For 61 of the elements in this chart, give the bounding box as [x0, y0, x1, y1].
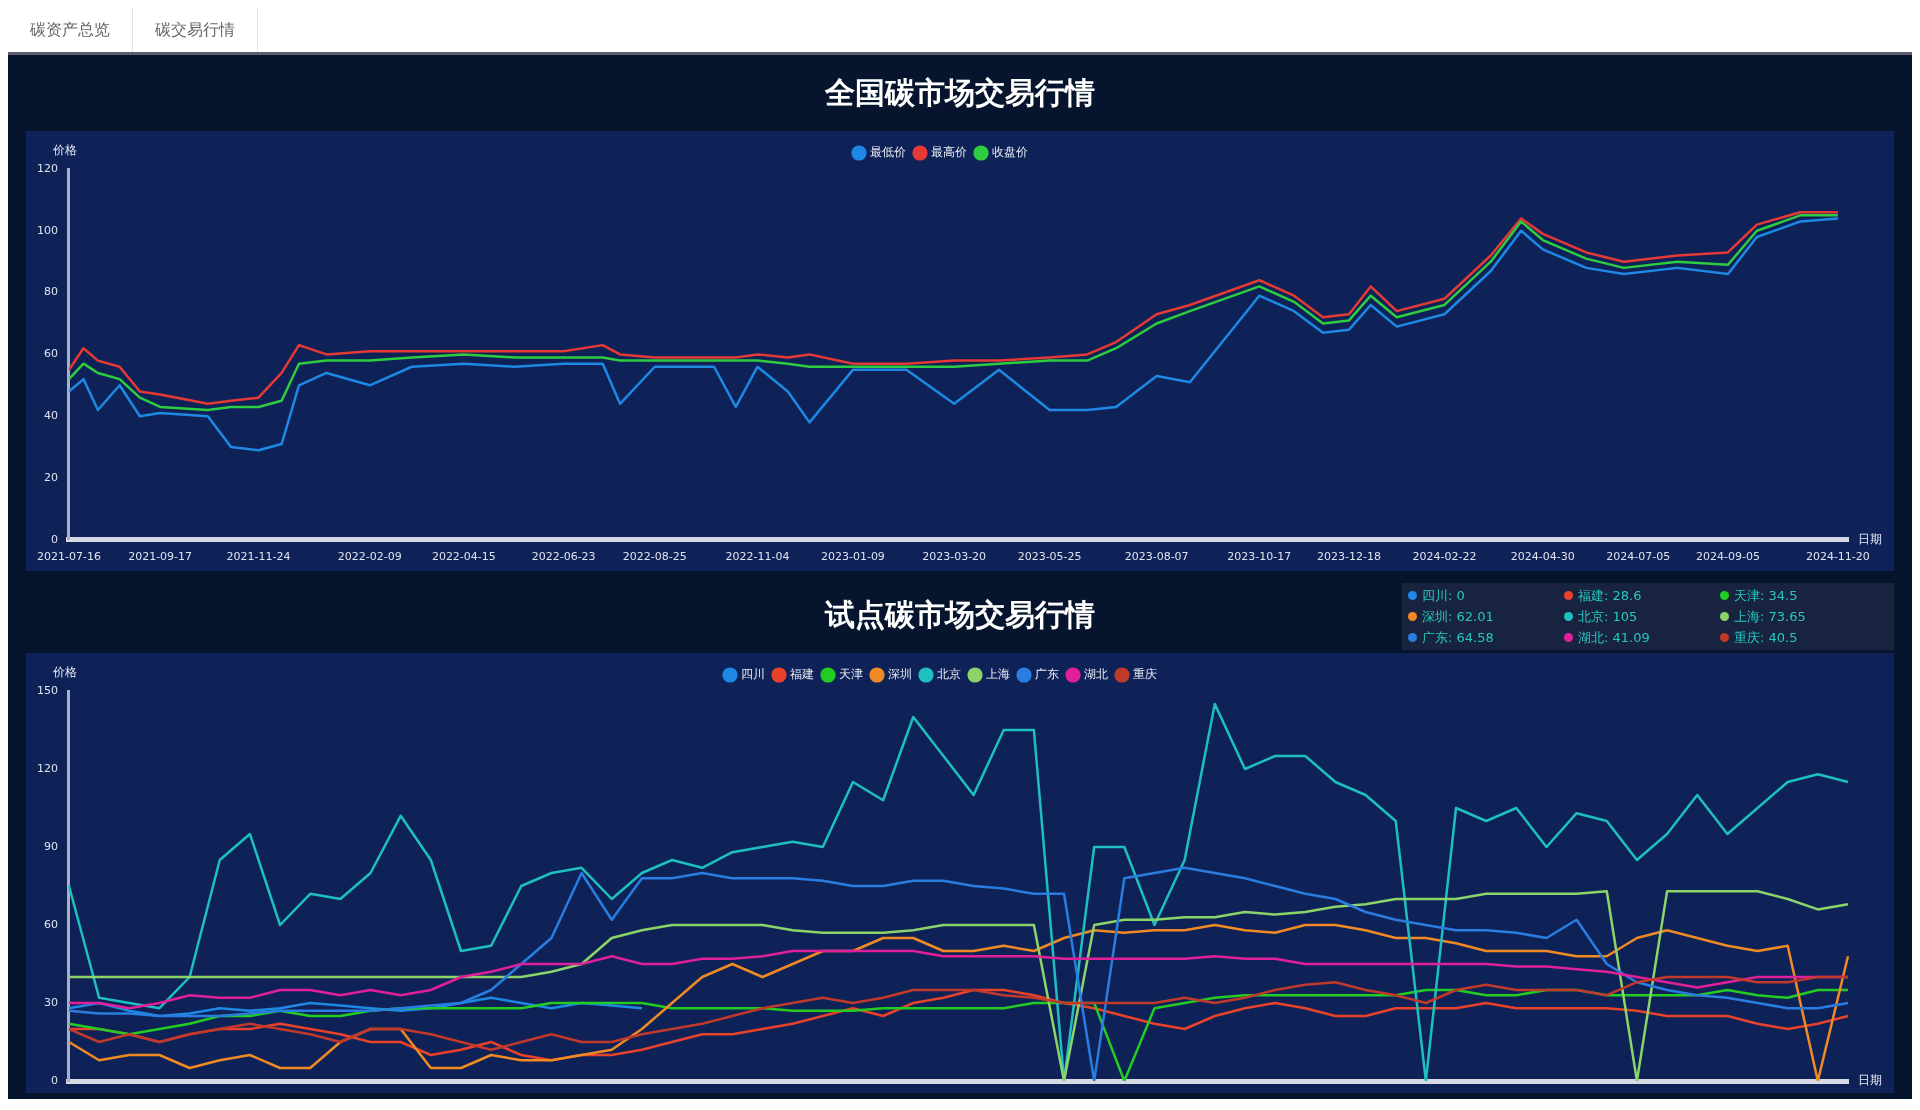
legend-label: 北京 [936, 667, 961, 682]
text: 广东: 64.58 [1422, 629, 1494, 647]
chart-title: 全国碳市场交易行情 [825, 73, 1095, 112]
legend-label: 深圳 [887, 667, 912, 682]
x-tick-label: 2024-02-22 [1412, 550, 1477, 564]
text: 北京: 105 [1578, 608, 1638, 626]
y-tick-label: 120 [37, 761, 58, 775]
x-tick-label: 2021-11-24 [226, 550, 291, 564]
text: 湖北: 41.09 [1578, 629, 1650, 647]
chart-title: 试点碳市场交易行情 [825, 595, 1095, 634]
legend-label: 重庆 [1132, 667, 1157, 682]
y-tick-label: 30 [44, 995, 58, 1009]
text: 重庆: 40.5 [1734, 629, 1798, 647]
x-tick-label: 2023-12-18 [1317, 550, 1381, 564]
x-axis-title: 日期 [1858, 531, 1882, 546]
text: 上海: 73.65 [1734, 608, 1806, 626]
text: 四川: 0 [1422, 587, 1465, 605]
x-tick-label: 2024-04-30 [1510, 550, 1575, 564]
text: 碳交易行情 [133, 8, 258, 52]
y-tick-label: 0 [51, 532, 58, 546]
x-tick-label: 2022-08-25 [622, 550, 687, 564]
legend-label: 最低价 [869, 145, 906, 160]
y-tick-label: 60 [44, 347, 58, 361]
x-tick-label: 2022-06-23 [531, 550, 596, 564]
x-tick-label: 2024-07-05 [1606, 550, 1671, 564]
x-tick-label: 2023-08-07 [1124, 550, 1189, 564]
y-tick-label: 100 [37, 223, 58, 237]
x-tick-label: 2022-04-15 [431, 550, 496, 564]
text: 福建: 28.6 [1578, 587, 1642, 605]
legend-label: 广东 [1034, 667, 1059, 682]
text: 天津: 34.5 [1734, 587, 1798, 605]
legend-label: 上海 [985, 667, 1010, 682]
y-tick-label: 40 [44, 409, 58, 423]
x-tick-label: 2023-10-17 [1227, 550, 1292, 564]
y-tick-label: 80 [44, 285, 58, 299]
text: 碳资产总览 [8, 8, 133, 52]
y-tick-label: 60 [44, 917, 58, 931]
x-tick-label: 2023-05-25 [1017, 550, 1082, 564]
text: 深圳: 62.01 [1422, 608, 1494, 626]
y-axis-title: 价格 [52, 665, 77, 680]
x-tick-label: 2024-11-20 [1805, 550, 1870, 564]
y-tick-label: 0 [51, 1073, 58, 1087]
legend-label: 福建 [789, 667, 814, 682]
x-tick-label: 2021-07-16 [37, 550, 101, 564]
x-tick-label: 2023-01-09 [820, 550, 885, 564]
y-axis-title: 价格 [52, 143, 77, 158]
y-tick-label: 150 [37, 683, 58, 697]
x-axis-title: 日期 [1858, 1073, 1882, 1088]
legend-label: 收盘价 [991, 145, 1028, 160]
y-tick-label: 20 [44, 470, 58, 484]
y-tick-label: 90 [44, 839, 58, 853]
x-tick-label: 2024-09-05 [1695, 550, 1760, 564]
legend-label: 湖北 [1083, 667, 1108, 682]
y-tick-label: 120 [37, 161, 58, 175]
legend-label: 最高价 [930, 145, 967, 160]
legend-label: 天津 [838, 667, 863, 682]
x-tick-label: 2022-11-04 [725, 550, 790, 564]
x-tick-label: 2022-02-09 [337, 550, 402, 564]
x-tick-label: 2023-03-20 [922, 550, 987, 564]
x-tick-label: 2021-09-17 [128, 550, 193, 564]
legend-label: 四川 [740, 667, 765, 682]
